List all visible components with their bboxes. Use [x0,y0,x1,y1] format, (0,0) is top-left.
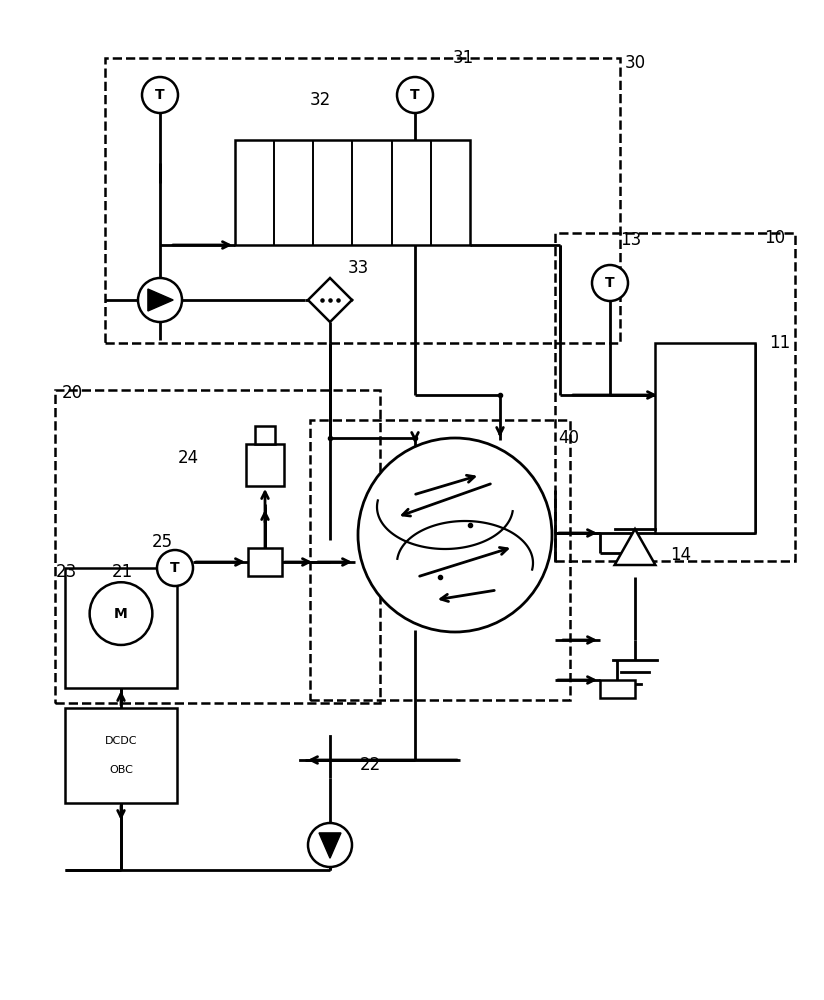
Bar [255,426,275,444]
Bar [555,233,795,561]
Bar [248,548,282,576]
Text: 22: 22 [360,756,382,774]
Circle shape [90,582,152,645]
Circle shape [142,77,178,113]
Text: T: T [410,88,419,102]
Polygon shape [147,289,173,311]
Text: 11: 11 [769,334,790,352]
Bar [310,420,570,700]
Text: M: M [115,607,128,621]
Text: 14: 14 [670,546,691,564]
Text: T: T [155,88,165,102]
Text: 30: 30 [625,54,646,72]
Bar [105,58,620,343]
Text: 40: 40 [558,429,579,447]
Bar [65,568,177,688]
Text: OBC: OBC [109,765,133,775]
Text: 13: 13 [620,231,641,249]
Text: 23: 23 [56,563,77,581]
Circle shape [138,278,182,322]
Text: T: T [171,561,180,575]
Polygon shape [308,278,352,322]
Bar [600,680,635,698]
Circle shape [592,265,628,301]
Text: 25: 25 [152,533,173,551]
Text: DCDC: DCDC [105,736,138,746]
Bar [246,444,284,486]
Text: 20: 20 [62,384,83,402]
Polygon shape [319,833,341,858]
Polygon shape [615,529,655,565]
Text: 31: 31 [453,49,475,67]
Circle shape [157,550,193,586]
Circle shape [358,438,552,632]
Bar [655,343,755,533]
Text: 32: 32 [310,91,331,109]
Circle shape [308,823,352,867]
Text: 10: 10 [764,229,785,247]
Circle shape [397,77,433,113]
Bar [65,708,177,803]
Text: T: T [605,276,615,290]
Text: 24: 24 [178,449,199,467]
Text: 33: 33 [348,259,369,277]
Text: 21: 21 [112,563,133,581]
Bar [55,390,380,703]
Bar [235,140,470,245]
